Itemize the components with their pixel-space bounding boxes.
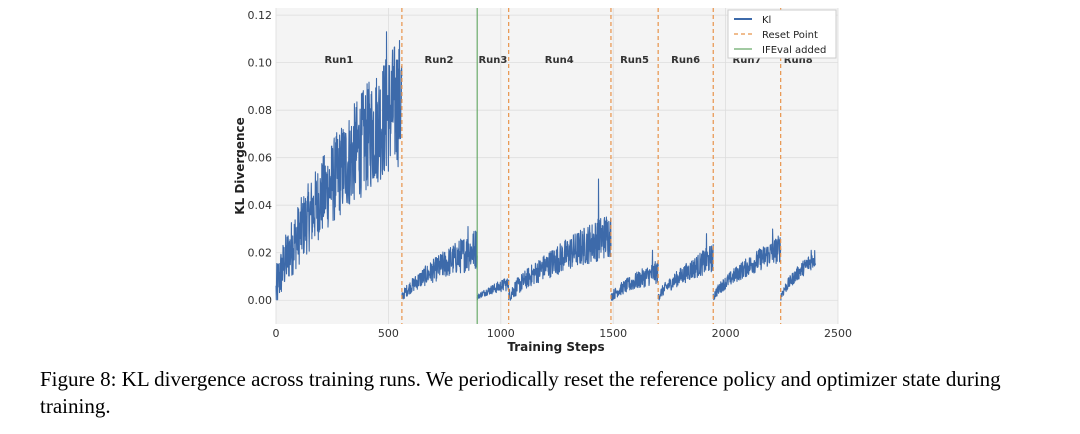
y-tick-label: 0.02 <box>248 247 273 260</box>
kl-line-segment-run1 <box>275 31 403 301</box>
legend-label-reset-point: Reset Point <box>762 30 818 41</box>
y-axis-title: KL Divergence <box>233 117 247 215</box>
run-label-run7: Run7 <box>733 55 762 66</box>
run-label-run4: Run4 <box>545 55 574 66</box>
y-tick-label: 0.06 <box>248 152 273 165</box>
x-tick-label: 1500 <box>599 327 627 340</box>
legend-label-ifeval-added: IFEval added <box>762 45 826 56</box>
reference-lines <box>401 8 782 324</box>
grid-lines <box>275 8 839 324</box>
kl-line-segment-run6 <box>657 233 714 301</box>
kl-line-segment-run2 <box>401 226 478 300</box>
x-tick-label: 2000 <box>712 327 740 340</box>
kl-line-segment-run5 <box>610 249 659 301</box>
kl-series <box>275 31 817 301</box>
y-tick-label: 0.12 <box>248 9 273 22</box>
y-tick-label: 0.04 <box>248 199 273 212</box>
kl-line-segment-run8 <box>780 249 817 301</box>
x-tick-label: 0 <box>273 327 280 340</box>
run-labels: Run1 Run2 Run3 Run4 Run5 Run6 Run7 Run8 <box>324 55 812 66</box>
x-tick-label: 500 <box>378 327 399 340</box>
kl-line-segment-run7 <box>712 228 782 301</box>
legend: Kl Reset Point IFEval added <box>727 9 837 59</box>
run-label-run8: Run8 <box>784 55 813 66</box>
x-tick-label: 2500 <box>824 327 852 340</box>
run-label-run1: Run1 <box>324 55 353 66</box>
kl-line-segment-run3 <box>476 278 510 301</box>
kl-divergence-chart: Run1 Run2 Run3 Run4 Run5 Run6 Run7 Run8 0 500 100… <box>233 8 853 354</box>
y-tick-label: 0.08 <box>248 104 273 117</box>
y-tick-label: 0.00 <box>248 294 273 307</box>
run-label-run2: Run2 <box>425 55 454 66</box>
x-tick-label: 1000 <box>487 327 515 340</box>
x-axis-title: Training Steps <box>507 340 604 354</box>
run-label-run3: Run3 <box>478 55 507 66</box>
legend-label-kl: Kl <box>762 15 771 26</box>
y-tick-label: 0.10 <box>248 57 273 70</box>
run-label-run6: Run6 <box>671 55 700 66</box>
axis-ticks: 0 500 1000 1500 2000 2500 0.00 0.02 0.04 0.06 0.08… <box>248 9 853 340</box>
run-label-run5: Run5 <box>620 55 649 66</box>
figure-caption: Figure 8: KL divergence across training … <box>40 367 1001 418</box>
kl-line-segment-run4 <box>508 178 612 301</box>
